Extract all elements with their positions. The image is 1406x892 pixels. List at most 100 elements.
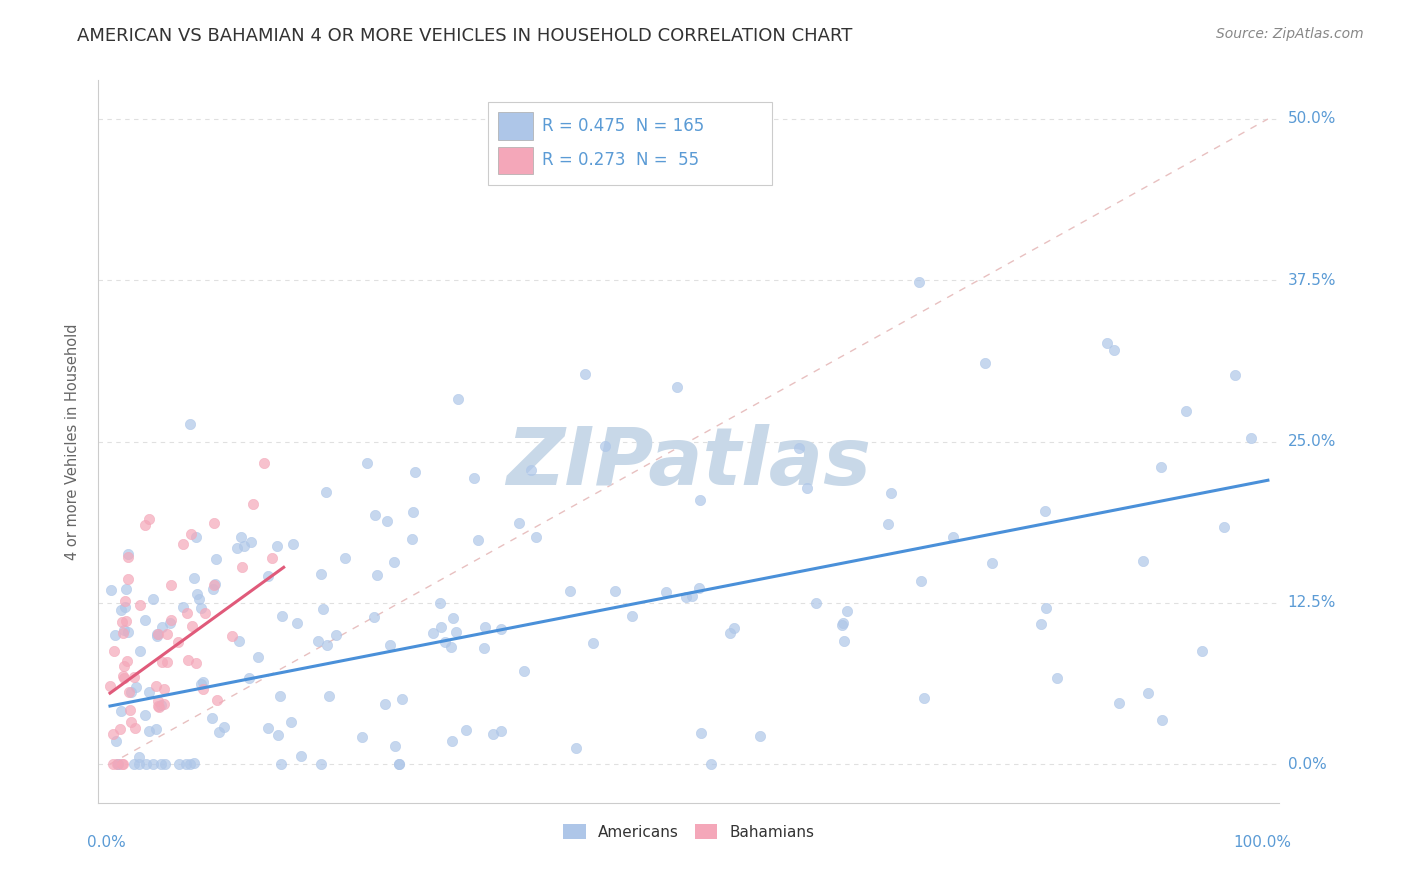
Americans <box>364 508 387 522</box>
Americans <box>280 715 302 730</box>
Americans <box>1136 685 1159 699</box>
Bahamians <box>155 627 177 641</box>
Americans <box>190 601 212 615</box>
Bahamians <box>112 669 135 683</box>
Americans <box>150 620 173 634</box>
Bahamians <box>148 694 170 708</box>
Americans <box>481 727 503 741</box>
Bahamians <box>145 679 167 693</box>
Bahamians <box>134 517 156 532</box>
Americans <box>138 685 160 699</box>
Americans <box>787 441 810 455</box>
Bahamians <box>118 685 141 699</box>
Americans <box>467 533 489 548</box>
Americans <box>1175 404 1198 418</box>
Bahamians <box>115 654 138 668</box>
Americans <box>114 582 136 596</box>
Americans <box>391 692 413 706</box>
Americans <box>145 722 167 736</box>
Americans <box>980 557 1002 571</box>
Bahamians <box>253 456 276 470</box>
Bahamians <box>128 598 150 612</box>
Bahamians <box>221 629 243 643</box>
Americans <box>688 581 710 595</box>
Americans <box>201 582 224 596</box>
Bahamians <box>153 698 176 712</box>
Americans <box>114 600 136 615</box>
Bahamians <box>105 757 128 772</box>
Americans <box>877 517 900 532</box>
Americans <box>179 417 201 432</box>
Americans <box>183 571 205 585</box>
Americans <box>159 615 181 630</box>
Americans <box>270 757 292 772</box>
Americans <box>176 757 198 772</box>
Americans <box>120 684 142 698</box>
Americans <box>1225 368 1247 382</box>
Americans <box>620 609 643 624</box>
Americans <box>560 584 582 599</box>
Americans <box>1095 335 1118 350</box>
Americans <box>318 690 340 704</box>
Americans <box>142 757 165 772</box>
Legend: Americans, Bahamians: Americans, Bahamians <box>557 818 821 846</box>
Americans <box>690 726 713 740</box>
Bahamians <box>120 715 142 730</box>
Americans <box>748 729 770 743</box>
Americans <box>212 720 235 734</box>
Americans <box>149 698 172 713</box>
Text: 25.0%: 25.0% <box>1288 434 1336 449</box>
Americans <box>190 676 212 690</box>
Americans <box>150 757 173 772</box>
Bahamians <box>115 614 138 628</box>
FancyBboxPatch shape <box>488 102 772 185</box>
Americans <box>402 505 425 519</box>
Text: 12.5%: 12.5% <box>1288 595 1336 610</box>
Text: 37.5%: 37.5% <box>1288 273 1336 288</box>
Americans <box>266 539 288 553</box>
Americans <box>134 708 156 723</box>
Bahamians <box>194 606 217 620</box>
Americans <box>699 757 721 772</box>
Americans <box>382 555 405 569</box>
Americans <box>401 532 423 546</box>
Bahamians <box>202 578 225 592</box>
Americans <box>489 723 512 738</box>
Bahamians <box>184 656 207 670</box>
Bahamians <box>112 658 135 673</box>
Bahamians <box>204 516 226 531</box>
Americans <box>233 539 256 553</box>
Americans <box>128 757 150 772</box>
Americans <box>146 629 169 643</box>
Americans <box>835 604 858 618</box>
Bahamians <box>160 577 183 591</box>
Bahamians <box>148 699 170 714</box>
Americans <box>796 481 818 495</box>
Americans <box>312 601 335 615</box>
Text: AMERICAN VS BAHAMIAN 4 OR MORE VEHICLES IN HOUSEHOLD CORRELATION CHART: AMERICAN VS BAHAMIAN 4 OR MORE VEHICLES … <box>77 27 852 45</box>
Text: 0.0%: 0.0% <box>87 835 125 850</box>
Americans <box>1132 554 1154 568</box>
Americans <box>574 367 596 381</box>
Americans <box>912 690 935 705</box>
Bahamians <box>100 679 122 693</box>
Bahamians <box>172 537 194 551</box>
Bahamians <box>111 615 134 630</box>
Bahamians <box>231 559 253 574</box>
Americans <box>374 697 396 711</box>
Americans <box>269 689 291 703</box>
Text: ZIPatlas: ZIPatlas <box>506 425 872 502</box>
Americans <box>363 609 385 624</box>
Americans <box>380 639 402 653</box>
Americans <box>832 615 855 630</box>
Bahamians <box>103 643 125 657</box>
Text: R = 0.273  N =  55: R = 0.273 N = 55 <box>543 152 700 169</box>
Americans <box>134 614 156 628</box>
Americans <box>309 756 332 771</box>
Americans <box>444 625 467 640</box>
Americans <box>183 756 205 770</box>
Americans <box>169 757 191 772</box>
Americans <box>463 471 485 485</box>
Americans <box>723 621 745 635</box>
Americans <box>246 649 269 664</box>
